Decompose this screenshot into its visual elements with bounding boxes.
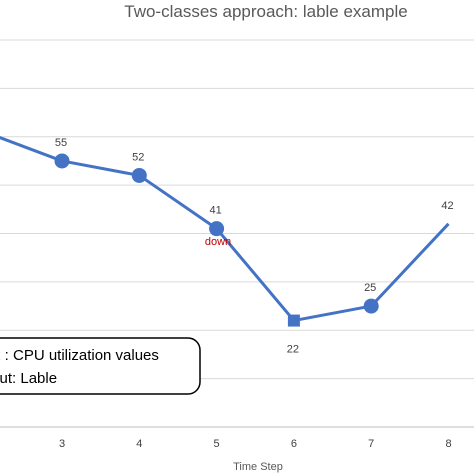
chart-title: Two-classes approach: lable example	[124, 2, 407, 21]
data-label-7: 25	[364, 282, 376, 294]
point-marker-5	[209, 221, 225, 237]
x-axis-label: Time Step	[233, 461, 283, 473]
point-marker-6	[287, 314, 300, 327]
data-label-4: 52	[132, 151, 144, 163]
data-label-5: 41	[209, 205, 221, 217]
x-tick-label-5: 5	[214, 438, 220, 450]
data-labels: 55 52 41 22 25 42	[55, 137, 454, 356]
point-marker-7	[363, 298, 379, 314]
x-tick-label-6: 6	[291, 438, 297, 450]
legend-line-2: Output: Lable	[0, 370, 57, 387]
legend-box: x : CPU utilization values Output: Lable	[0, 337, 201, 395]
x-tick-label-7: 7	[368, 438, 374, 450]
legend-box-frame	[0, 337, 201, 395]
data-label-8: 42	[441, 200, 453, 212]
annotation-down: down	[205, 236, 231, 248]
x-tick-label-4: 4	[136, 438, 142, 450]
x-tick-label-8: 8	[445, 438, 451, 450]
x-tick-label-3: 3	[59, 438, 65, 450]
point-marker-4	[131, 167, 147, 183]
data-label-3: 55	[55, 137, 67, 149]
point-marker-3	[54, 153, 70, 169]
legend-line-1: x : CPU utilization values	[0, 347, 159, 364]
data-markers	[54, 153, 379, 327]
x-tick-labels: 3 4 5 6 7 8	[59, 438, 452, 450]
data-label-6: 22	[287, 344, 299, 356]
